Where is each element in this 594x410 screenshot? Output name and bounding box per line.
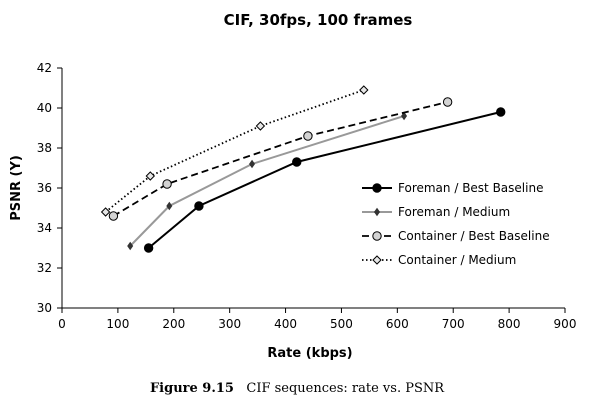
x-axis-label: Rate (kbps) <box>267 346 352 361</box>
series-line <box>105 89 365 213</box>
legend-item: Container / Medium <box>362 253 516 267</box>
series-line <box>112 101 448 217</box>
legend: Foreman / Best Baseline Foreman / Medium C… <box>362 181 550 267</box>
caption-text: CIF sequences: rate vs. PSNR <box>246 381 445 396</box>
legend-label: Container / Medium <box>398 253 516 267</box>
y-tick-label: 30 <box>37 301 52 315</box>
x-tick-label: 300 <box>218 317 241 331</box>
series-layer <box>100 85 506 253</box>
axes: 30 32 34 36 38 40 42 0 100 200 300 400 500 600 700 800 9… <box>37 61 577 331</box>
legend-marker <box>373 207 381 217</box>
chart-title: CIF, 30fps, 100 frames <box>224 11 413 29</box>
figure-caption: Figure 9.15 CIF sequences: rate vs. PSNR <box>0 381 594 396</box>
data-point <box>145 171 156 181</box>
data-point <box>303 131 313 141</box>
data-point <box>359 85 369 95</box>
y-axis-label: PSNR (Y) <box>9 155 24 221</box>
data-point <box>194 201 204 211</box>
series-line <box>147 111 501 249</box>
x-tick-label: 700 <box>442 317 465 331</box>
y-tick-label: 32 <box>37 261 52 275</box>
data-point <box>442 97 453 107</box>
x-tick-label: 900 <box>554 317 577 331</box>
series-3 <box>108 97 453 221</box>
data-point <box>162 179 172 189</box>
series-line <box>129 115 405 247</box>
x-tick-label: 400 <box>274 317 297 331</box>
series-4 <box>100 85 369 217</box>
legend-marker <box>372 183 382 193</box>
legend-item: Foreman / Medium <box>362 205 510 219</box>
y-tick-label: 40 <box>37 101 52 115</box>
series-2 <box>127 111 408 251</box>
x-tick-label: 800 <box>498 317 521 331</box>
legend-item: Foreman / Best Baseline <box>362 181 543 195</box>
data-point <box>143 243 154 253</box>
x-tick-label: 0 <box>58 317 66 331</box>
y-tick-label: 34 <box>37 221 52 235</box>
data-point <box>100 207 111 217</box>
legend-label: Foreman / Best Baseline <box>398 181 543 195</box>
data-point <box>249 159 256 169</box>
x-tick-label: 200 <box>162 317 185 331</box>
data-point <box>496 107 506 117</box>
y-tick-label: 42 <box>37 61 52 75</box>
legend-marker <box>372 255 382 265</box>
legend-marker <box>372 231 382 241</box>
legend-item: Container / Best Baseline <box>362 229 550 243</box>
data-point <box>127 241 134 251</box>
data-point <box>255 121 266 131</box>
y-tick-label: 38 <box>37 141 52 155</box>
x-tick-label: 600 <box>386 317 409 331</box>
y-tick-label: 36 <box>37 181 52 195</box>
caption-label: Figure 9.15 <box>149 381 234 396</box>
data-point <box>166 201 173 211</box>
data-point <box>292 157 302 167</box>
legend-label: Foreman / Medium <box>398 205 510 219</box>
series-1 <box>143 107 506 253</box>
x-tick-label: 100 <box>106 317 129 331</box>
data-point <box>401 111 408 121</box>
data-point <box>108 211 119 221</box>
x-tick-label: 500 <box>330 317 353 331</box>
legend-label: Container / Best Baseline <box>398 229 550 243</box>
